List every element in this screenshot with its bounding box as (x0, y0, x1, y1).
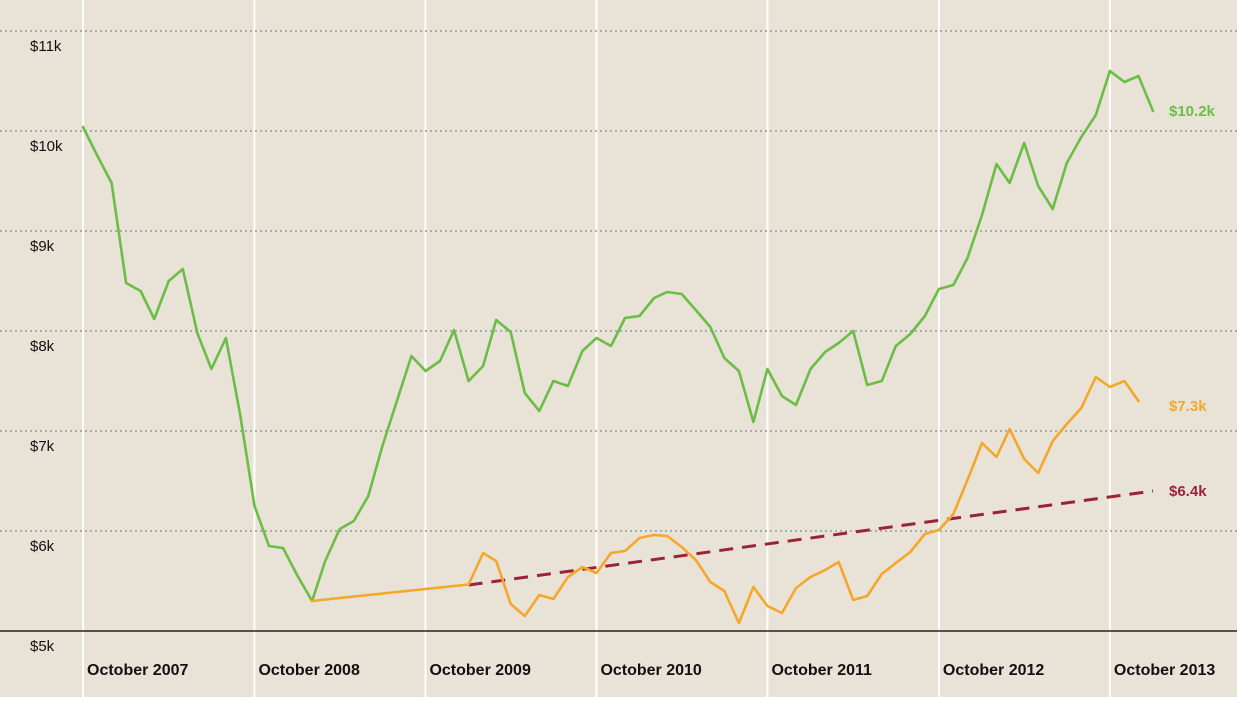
x-tick-label: October 2011 (771, 662, 872, 679)
series-line-green (81, 69, 1155, 603)
y-tick-label: $8k (30, 338, 55, 355)
end-label-dashed: $6.4k (1169, 483, 1207, 500)
end-label-orange: $7.3k (1169, 398, 1207, 415)
y-tick-label: $7k (30, 438, 55, 455)
y-tick-label: $10k (30, 138, 63, 155)
x-tick-label: October 2009 (429, 662, 530, 679)
x-tick-label: October 2007 (87, 662, 188, 679)
x-tick-label: October 2013 (1114, 662, 1215, 679)
y-tick-label: $6k (30, 538, 55, 555)
y-tick-label: $11k (30, 38, 62, 55)
end-label-green: $10.2k (1169, 103, 1216, 120)
y-tick-label: $9k (30, 238, 55, 255)
x-tick-label: October 2012 (943, 662, 1044, 679)
x-tick-label: October 2008 (258, 662, 359, 679)
series-line-orange (310, 375, 1140, 625)
series-line-dashed (468, 489, 1154, 587)
y-tick-label: $5k (30, 638, 55, 655)
x-tick-label: October 2010 (600, 662, 701, 679)
